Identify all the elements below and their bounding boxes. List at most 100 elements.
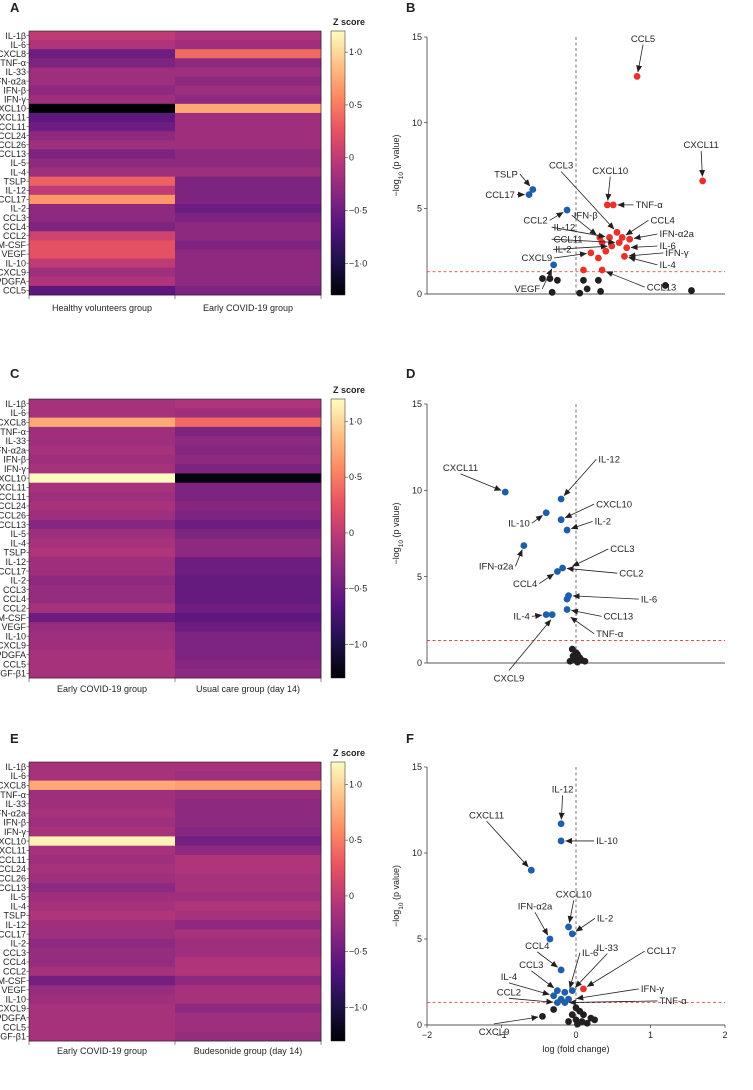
- heatmap-cell: [175, 94, 322, 105]
- heatmap-cell: [175, 529, 322, 539]
- annotation-arrow: [605, 176, 612, 201]
- annotation-label: IL-4: [513, 612, 529, 623]
- heatmap-cell: [175, 482, 322, 493]
- y-tick-label: 5: [417, 204, 422, 214]
- heatmap-cell: [29, 920, 176, 930]
- row-label: CCL3: [3, 213, 26, 223]
- row-label: CXCL9: [0, 1004, 26, 1014]
- colorbar-tick-label: 0·5: [349, 835, 362, 845]
- upregulated-point: [623, 244, 631, 252]
- annotation-label: CCL3: [549, 161, 573, 172]
- y-tick-label: 10: [412, 848, 422, 858]
- row-label: IL-1β: [5, 762, 26, 772]
- panel-e-heatmap: E IL-1βIL-6CXCL8TNF-αIL-33IFN-α2aIFN-βIFN…: [0, 731, 367, 1056]
- row-label: CCL4: [3, 594, 26, 604]
- heatmap-cell: [175, 1013, 322, 1023]
- annotation-arrow: [571, 214, 597, 235]
- row-label: IFN-γ: [4, 94, 26, 104]
- heatmap-cell: [29, 771, 176, 781]
- heatmap-cell: [29, 901, 176, 912]
- heatmap-cell: [29, 975, 176, 986]
- nonsignificant-point: [539, 275, 546, 282]
- heatmap-cell: [29, 631, 176, 642]
- nonsignificant-point: [550, 1006, 558, 1013]
- heatmap-cell: [29, 112, 176, 123]
- heatmap-cell: [175, 780, 322, 791]
- panel-b-volcano: B 0 5 10 15 −log10 (p value) CCL5 CXCL11 CCL3 CXC…: [391, 0, 725, 299]
- colorbar-tick-label: 1·0: [349, 416, 362, 426]
- heatmap-cell: [29, 482, 176, 493]
- nonsignificant-point: [548, 288, 556, 296]
- downregulated-point: [548, 611, 556, 619]
- heatmap-cell: [29, 566, 176, 577]
- heatmap-cell: [175, 557, 322, 567]
- heatmap-cell: [175, 938, 322, 949]
- heatmap-cell: [175, 436, 322, 446]
- colorbar-tick-label: −0·5: [349, 584, 367, 594]
- annotation-label: IFN-γ: [641, 984, 664, 995]
- annotation-arrow: [572, 548, 609, 567]
- heatmap-cell: [29, 966, 176, 977]
- upregulated-point: [587, 249, 595, 257]
- annotation-arrow: [605, 271, 645, 288]
- heatmap-cell: [175, 659, 322, 670]
- heatmap-cell: [175, 799, 322, 809]
- x-axis-label: log (fold change): [542, 1044, 609, 1054]
- x-tick-label: 0: [573, 1030, 578, 1040]
- annotation-label: CXCL11: [684, 140, 719, 151]
- heatmap-cell: [29, 594, 176, 604]
- annotation-label: IL-2: [555, 245, 571, 256]
- row-label: PDGFA: [0, 1013, 26, 1023]
- heatmap-cell: [175, 417, 322, 428]
- annotation-arrow: [560, 171, 615, 230]
- y-tick-label: 15: [412, 399, 422, 409]
- row-label: IL-2: [10, 939, 26, 949]
- heatmap-cell: [175, 668, 322, 679]
- x-tick-label: 2: [722, 1030, 727, 1040]
- downregulated-point: [553, 999, 561, 1007]
- colorbar-tick-label: 0: [349, 528, 354, 538]
- row-label: IL-33: [5, 799, 26, 809]
- annotation-label: TNF-α: [659, 996, 687, 1007]
- heatmap-cell: [175, 864, 322, 874]
- column-label: Early COVID-19 group: [57, 1046, 147, 1056]
- annotation-label: CCL2: [619, 568, 643, 579]
- annotation-arrow: [558, 795, 565, 820]
- annotation-arrow: [566, 566, 618, 574]
- heatmap-cell: [29, 827, 176, 837]
- annotation-arrow: [633, 233, 658, 241]
- row-label: CCL5: [3, 1022, 26, 1032]
- annotation-arrow: [460, 473, 502, 491]
- row-label: CCL5: [3, 286, 26, 296]
- row-label: CCL4: [3, 222, 26, 232]
- heatmap-cell: [29, 49, 176, 59]
- colorbar-title: Z score: [333, 748, 365, 758]
- downregulated-point: [563, 595, 571, 603]
- nonsignificant-point: [566, 657, 574, 665]
- heatmap-cell: [29, 873, 176, 884]
- annotation-label: TSLP: [494, 169, 518, 180]
- heatmap-cell: [29, 167, 176, 178]
- heatmap-cell: [29, 94, 176, 105]
- y-tick-label: 0: [417, 1020, 422, 1030]
- annotation-arrow: [537, 951, 558, 968]
- row-label: CCL24: [0, 864, 26, 874]
- upregulated-point: [606, 234, 613, 241]
- row-label: CCL13: [0, 520, 26, 530]
- y-tick-label: 15: [412, 32, 422, 42]
- row-label: IL-4: [10, 167, 26, 177]
- nonsignificant-point: [565, 1018, 572, 1025]
- heatmap-cell: [29, 67, 176, 77]
- heatmap-cell: [175, 845, 322, 856]
- row-label: IL-4: [10, 901, 26, 911]
- heatmap-cell: [29, 31, 176, 41]
- heatmap-cell: [175, 399, 322, 409]
- heatmap-cell: [29, 103, 176, 114]
- heatmap-cell: [175, 213, 322, 223]
- heatmap-cell: [29, 194, 176, 205]
- row-label: CCL3: [3, 948, 26, 958]
- upregulated-point: [602, 247, 610, 255]
- heatmap-cell: [175, 240, 322, 250]
- row-label: GM-CSF: [0, 976, 26, 986]
- upregulated-point: [609, 201, 617, 209]
